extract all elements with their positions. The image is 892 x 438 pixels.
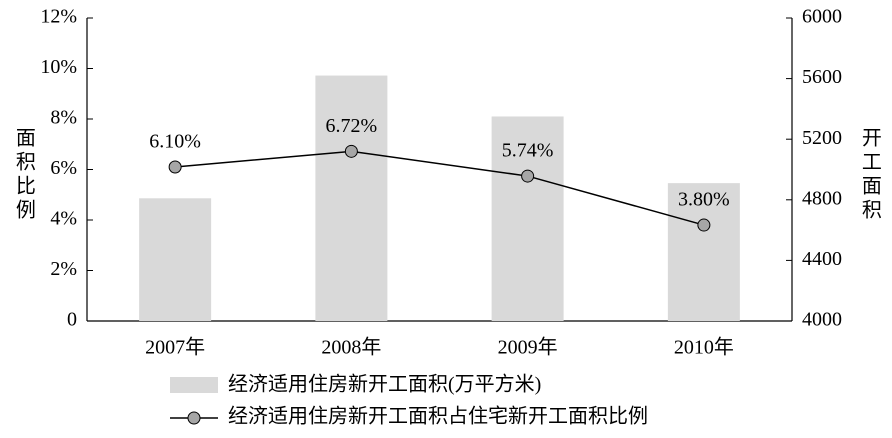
data-label: 6.10% <box>149 131 201 153</box>
data-label: 3.80% <box>678 189 730 211</box>
y-tick-label: 4% <box>50 208 77 230</box>
y-tick-label: 2% <box>50 258 77 280</box>
line <box>175 150 705 226</box>
legend-label: 经济适用住房新开工面积(万平方米) <box>228 373 541 396</box>
x-tick-label: 2007年 <box>145 336 205 359</box>
data-label: 6.72% <box>326 115 378 137</box>
x-tick-label: 2009年 <box>498 336 558 359</box>
line-marker <box>344 144 358 158</box>
y-tick-label: 12% <box>40 6 77 28</box>
x-tick-label: 2008年 <box>321 336 381 359</box>
line-marker <box>168 160 182 174</box>
y-tick-label: 6% <box>50 157 77 179</box>
y-axis-label: 面积比例 <box>12 127 35 223</box>
data-label: 5.74% <box>502 140 554 162</box>
legend-marker <box>187 411 201 425</box>
x-tick-label: 2010年 <box>674 336 734 359</box>
y2-tick-label: 6000 <box>802 6 842 28</box>
y2-tick-label: 4000 <box>802 309 842 331</box>
y2-tick-label: 5200 <box>802 127 842 149</box>
y2-tick-label: 5600 <box>802 66 842 88</box>
y2-tick-label: 4800 <box>802 187 842 209</box>
y-tick-label: 8% <box>50 107 77 129</box>
line-marker <box>521 169 535 183</box>
legend-label: 经济适用住房新开工面积占住宅新开工面积比例 <box>228 405 648 428</box>
y-tick-label: 0 <box>67 309 77 331</box>
bar <box>491 116 564 321</box>
y-tick-label: 10% <box>40 56 77 78</box>
bar <box>667 183 740 321</box>
y2-tick-label: 4400 <box>802 248 842 270</box>
legend-swatch <box>170 377 218 393</box>
bar <box>139 198 212 321</box>
bar <box>315 75 388 321</box>
y2-axis-label: 开工面积 <box>858 127 881 223</box>
line-marker <box>697 218 711 232</box>
